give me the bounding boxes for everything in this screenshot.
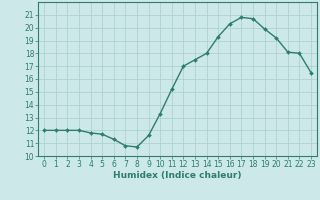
X-axis label: Humidex (Indice chaleur): Humidex (Indice chaleur) bbox=[113, 171, 242, 180]
